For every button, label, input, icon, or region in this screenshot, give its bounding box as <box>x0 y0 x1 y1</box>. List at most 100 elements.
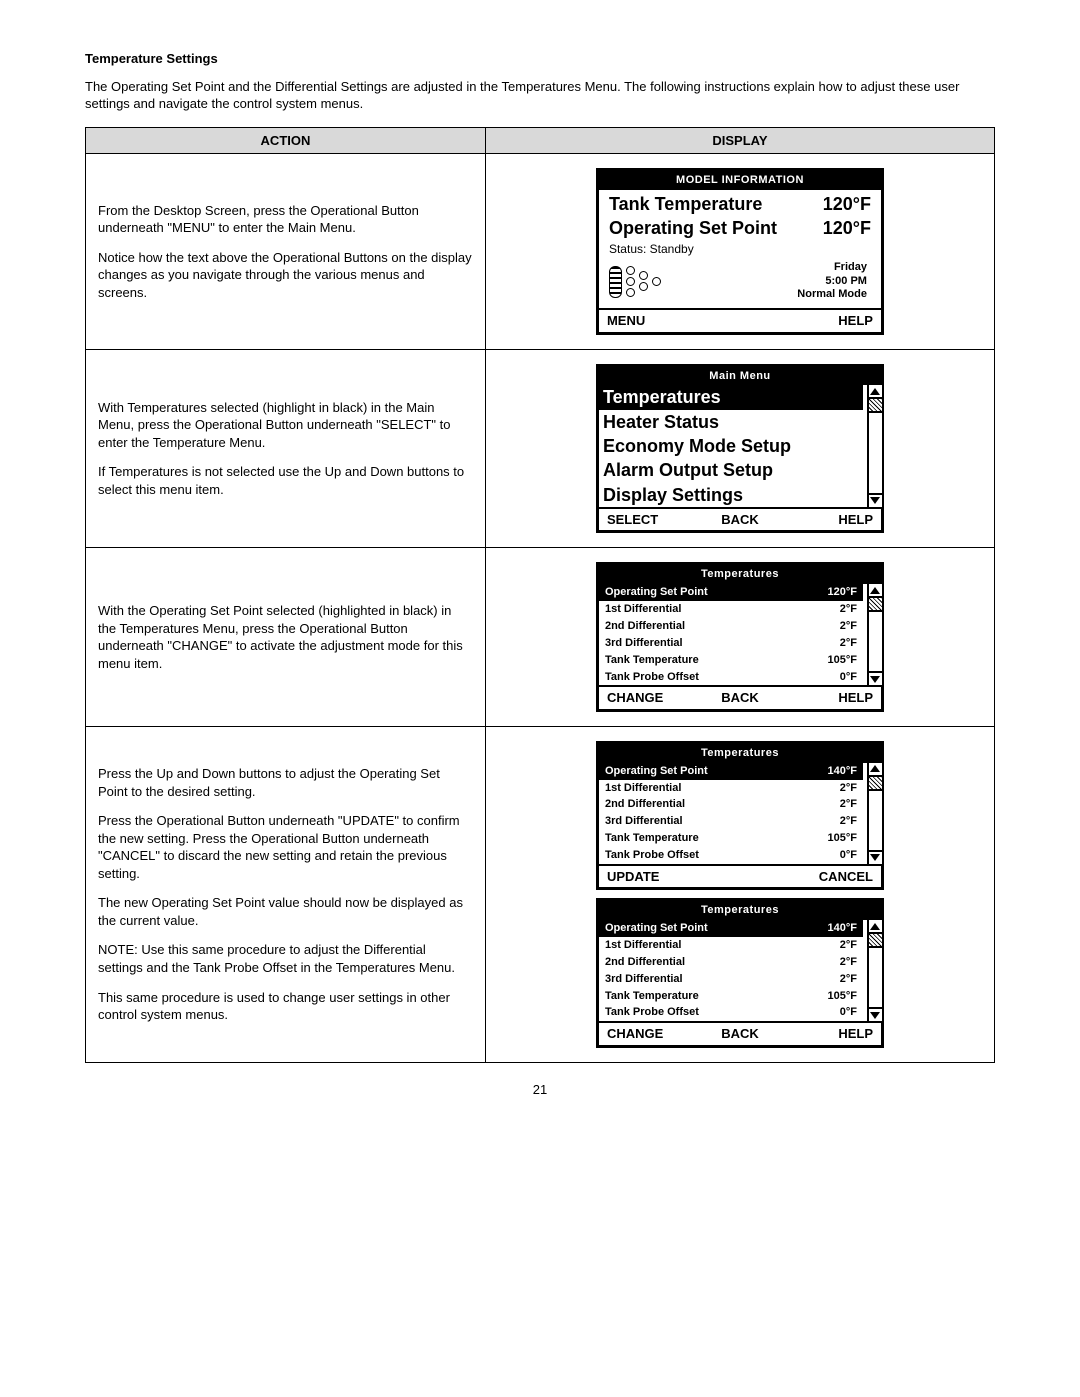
row-value: 2°F <box>840 602 857 617</box>
col-display: DISPLAY <box>485 127 994 154</box>
temperature-row[interactable]: 2nd Differential2°F <box>599 796 863 813</box>
temperature-row[interactable]: 3rd Differential2°F <box>599 813 863 830</box>
row-label: 3rd Differential <box>605 972 683 987</box>
scroll-up-icon[interactable] <box>869 584 882 598</box>
row-label: 2nd Differential <box>605 955 685 970</box>
action-paragraph: From the Desktop Screen, press the Opera… <box>98 202 473 237</box>
scrollbar[interactable] <box>867 385 882 506</box>
action-paragraph: Notice how the text above the Operationa… <box>98 249 473 302</box>
menu-item[interactable]: Economy Mode Setup <box>599 434 863 458</box>
action-paragraph: Press the Up and Down buttons to adjust … <box>98 765 473 800</box>
row-label: Tank Probe Offset <box>605 848 699 863</box>
lcd-temperatures-update: Temperatures Operating Set Point140°F1st… <box>596 741 884 890</box>
temperature-row[interactable]: Tank Probe Offset0°F <box>599 669 863 686</box>
temperature-row[interactable]: 1st Differential 2°F <box>599 601 863 618</box>
section-title: Temperature Settings <box>85 50 995 68</box>
temperature-row[interactable]: Tank Temperature 105°F <box>599 830 863 847</box>
footer-help-button[interactable]: HELP <box>784 687 881 709</box>
mi-value: 120°F <box>823 216 871 240</box>
scroll-down-icon[interactable] <box>869 1007 882 1021</box>
footer-change-button[interactable]: CHANGE <box>599 687 696 709</box>
lcd-main-menu: Main Menu TemperaturesHeater StatusEcono… <box>596 364 884 534</box>
indicator-icon <box>639 271 648 280</box>
row-value: 2°F <box>840 619 857 634</box>
action-paragraph: With the Operating Set Point selected (h… <box>98 602 473 672</box>
row-label: Tank Temperature <box>605 831 699 846</box>
mi-label: Tank Temperature <box>609 192 762 216</box>
scroll-down-icon[interactable] <box>869 850 882 864</box>
scroll-thumb[interactable] <box>869 399 882 413</box>
display-row-3: Temperatures Operating Set Point120°F1st… <box>485 548 994 726</box>
row-label: Tank Probe Offset <box>605 1005 699 1020</box>
action-paragraph: This same procedure is used to change us… <box>98 989 473 1024</box>
scroll-up-icon[interactable] <box>869 385 882 399</box>
footer-update-button[interactable]: UPDATE <box>599 866 667 888</box>
temperature-row[interactable]: 1st Differential 2°F <box>599 780 863 797</box>
lcd-temperatures: Temperatures Operating Set Point120°F1st… <box>596 562 884 711</box>
row-label: 1st Differential <box>605 602 681 617</box>
row-value: 2°F <box>840 955 857 970</box>
row-label: 3rd Differential <box>605 814 683 829</box>
scroll-up-icon[interactable] <box>869 920 882 934</box>
scroll-thumb[interactable] <box>869 777 882 791</box>
footer-back-button[interactable]: BACK <box>696 509 785 531</box>
menu-item[interactable]: Temperatures <box>599 385 863 409</box>
footer-help-button[interactable]: HELP <box>784 509 881 531</box>
temperature-row[interactable]: 1st Differential2°F <box>599 937 863 954</box>
lcd-header: Main Menu <box>599 367 881 386</box>
scrollbar[interactable] <box>867 920 882 1021</box>
row-label: 1st Differential <box>605 781 681 796</box>
indicator-icon <box>626 288 635 297</box>
row-value: 2°F <box>840 797 857 812</box>
lcd-header: Temperatures <box>599 901 881 920</box>
menu-item[interactable]: Heater Status <box>599 410 863 434</box>
display-row-2: Main Menu TemperaturesHeater StatusEcono… <box>485 349 994 548</box>
row-label: 1st Differential <box>605 938 681 953</box>
heater-coil-icon <box>609 266 622 296</box>
row-label: Operating Set Point <box>605 585 708 600</box>
temperature-row[interactable]: Tank Probe Offset0°F <box>599 1004 863 1021</box>
scroll-down-icon[interactable] <box>869 671 882 685</box>
indicator-icon <box>639 282 648 291</box>
mi-mode: Normal Mode <box>797 288 867 302</box>
row-label: Tank Temperature <box>605 653 699 668</box>
row-label: Operating Set Point <box>605 921 708 936</box>
temperature-row[interactable]: 3rd Differential2°F <box>599 971 863 988</box>
mi-value: 120°F <box>823 192 871 216</box>
temperature-row[interactable]: Operating Set Point120°F <box>599 584 863 601</box>
row-value: 2°F <box>840 636 857 651</box>
footer-select-button[interactable]: SELECT <box>599 509 696 531</box>
temperature-row[interactable]: Operating Set Point140°F <box>599 763 863 780</box>
row-label: Operating Set Point <box>605 764 708 779</box>
scrollbar[interactable] <box>867 763 882 864</box>
instruction-table: ACTION DISPLAY From the Desktop Screen, … <box>85 127 995 1063</box>
temperature-row[interactable]: 2nd Differential 2°F <box>599 954 863 971</box>
footer-menu-button[interactable]: MENU <box>599 310 653 332</box>
status-icons <box>609 266 661 297</box>
menu-item[interactable]: Display Settings <box>599 483 863 507</box>
mi-label: Operating Set Point <box>609 216 777 240</box>
temperature-row[interactable]: Tank Temperature105°F <box>599 988 863 1005</box>
menu-item[interactable]: Alarm Output Setup <box>599 458 863 482</box>
footer-back-button[interactable]: BACK <box>696 1023 785 1045</box>
footer-help-button[interactable]: HELP <box>830 310 881 332</box>
footer-back-button[interactable]: BACK <box>696 687 785 709</box>
scroll-thumb[interactable] <box>869 934 882 948</box>
scroll-down-icon[interactable] <box>869 493 882 507</box>
temperature-row[interactable]: 2nd Differential2°F <box>599 618 863 635</box>
temperature-row[interactable]: Tank Temperature105°F <box>599 652 863 669</box>
row-value: 105°F <box>827 831 856 846</box>
scrollbar[interactable] <box>867 584 882 685</box>
footer-help-button[interactable]: HELP <box>784 1023 881 1045</box>
temperature-row[interactable]: 3rd Differential2°F <box>599 635 863 652</box>
row-value: 0°F <box>840 670 857 685</box>
row-value: 2°F <box>840 781 857 796</box>
scroll-up-icon[interactable] <box>869 763 882 777</box>
footer-cancel-button[interactable]: CANCEL <box>811 866 881 888</box>
mi-time: 5:00 PM <box>797 275 867 289</box>
temperature-row[interactable]: Operating Set Point140°F <box>599 920 863 937</box>
row-value: 105°F <box>827 989 856 1004</box>
footer-change-button[interactable]: CHANGE <box>599 1023 696 1045</box>
temperature-row[interactable]: Tank Probe Offset0°F <box>599 847 863 864</box>
scroll-thumb[interactable] <box>869 598 882 612</box>
